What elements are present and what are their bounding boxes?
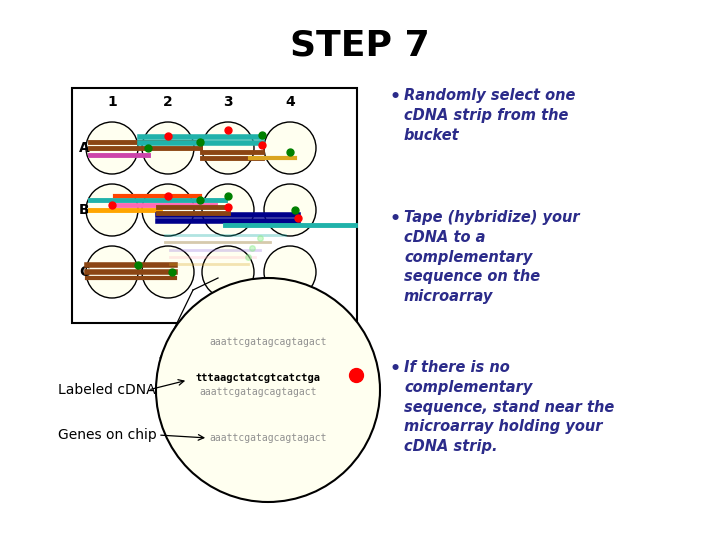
Text: aaattcgatagcagtagact: aaattcgatagcagtagact <box>210 337 327 347</box>
Text: aaattcgatagcagtagact: aaattcgatagcagtagact <box>210 433 327 443</box>
Text: tttaagctatcgtcatctga: tttaagctatcgtcatctga <box>196 373 320 383</box>
Circle shape <box>202 122 254 174</box>
Text: C: C <box>79 265 89 279</box>
Circle shape <box>142 122 194 174</box>
Text: aaattcgatagcagtagact: aaattcgatagcagtagact <box>199 387 317 397</box>
Text: If there is no
complementary
sequence, stand near the
microarray holding your
cD: If there is no complementary sequence, s… <box>404 360 614 454</box>
Text: 3: 3 <box>223 95 233 109</box>
Text: B: B <box>79 203 89 217</box>
Circle shape <box>142 246 194 298</box>
Text: •: • <box>390 210 401 228</box>
Text: Randomly select one
cDNA strip from the
bucket: Randomly select one cDNA strip from the … <box>404 88 575 143</box>
Circle shape <box>202 184 254 236</box>
Text: STEP 7: STEP 7 <box>290 28 430 62</box>
Text: •: • <box>390 360 401 378</box>
Text: 4: 4 <box>285 95 295 109</box>
Text: Labeled cDNA: Labeled cDNA <box>58 383 156 397</box>
Circle shape <box>86 184 138 236</box>
Bar <box>72 88 357 323</box>
Circle shape <box>86 246 138 298</box>
Circle shape <box>264 184 316 236</box>
Circle shape <box>86 122 138 174</box>
Circle shape <box>156 278 380 502</box>
Text: Tape (hybridize) your
cDNA to a
complementary
sequence on the
microarray: Tape (hybridize) your cDNA to a compleme… <box>404 210 580 304</box>
Text: 1: 1 <box>107 95 117 109</box>
Text: 2: 2 <box>163 95 173 109</box>
Circle shape <box>264 122 316 174</box>
Text: A: A <box>79 141 90 155</box>
Text: Genes on chip: Genes on chip <box>58 428 157 442</box>
Circle shape <box>142 184 194 236</box>
Text: •: • <box>390 88 401 106</box>
Circle shape <box>202 246 254 298</box>
Circle shape <box>264 246 316 298</box>
